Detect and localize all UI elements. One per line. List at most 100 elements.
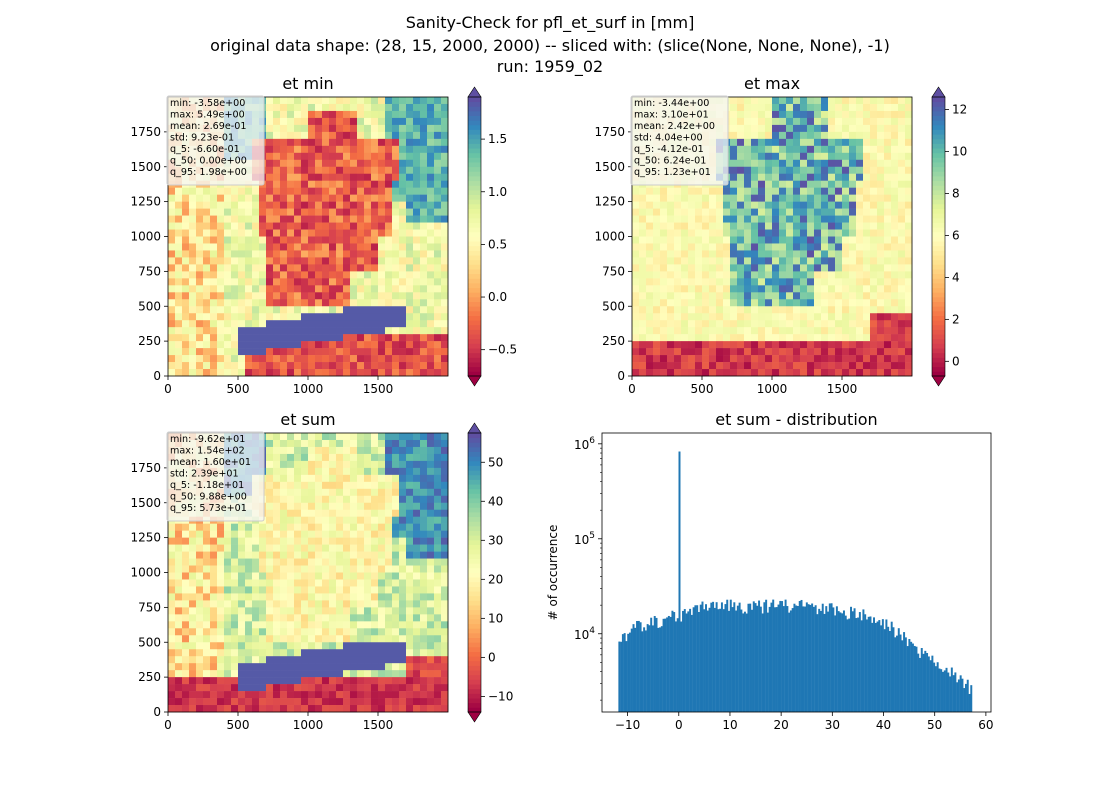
heatmap-cell [301, 509, 309, 517]
heatmap-cell [765, 208, 773, 216]
heatmap-cell [744, 103, 752, 112]
heatmap-cell [350, 460, 358, 469]
heatmap-cell [786, 313, 794, 321]
heatmap-cell [905, 362, 913, 370]
heatmap-cell [371, 306, 379, 314]
heatmap-cell [238, 355, 246, 363]
heatmap-cell [378, 453, 386, 462]
heatmap-cell [427, 341, 435, 349]
heatmap-cell [814, 250, 822, 258]
heatmap-cell [350, 607, 358, 615]
heatmap-cell [413, 292, 421, 300]
heatmap-cell [252, 649, 260, 657]
heatmap-cell [238, 579, 246, 587]
heatmap-cell [336, 516, 344, 524]
heatmap-cell [842, 257, 850, 265]
heatmap-cell [744, 215, 752, 223]
heatmap-cell [898, 145, 906, 154]
colorbar-segment [932, 185, 945, 191]
heatmap-cell [632, 341, 640, 349]
heatmap-cell [744, 110, 752, 119]
heatmap-cell [667, 369, 675, 377]
heatmap-cell [779, 271, 787, 279]
colorbar-extend-max [931, 86, 946, 98]
heatmap-cell [329, 264, 337, 272]
heatmap-cell [378, 663, 386, 671]
heatmap-cell [653, 348, 661, 356]
heatmap-cell [294, 145, 302, 154]
heatmap-cell [245, 614, 253, 622]
heatmap-cell [350, 530, 358, 538]
heatmap-cell [758, 320, 766, 328]
heatmap-cell [322, 551, 330, 559]
heatmap-cell [217, 642, 225, 650]
heatmap-cell [371, 558, 379, 566]
heatmap-cell [259, 593, 267, 601]
heatmap-cell [371, 103, 379, 112]
heatmap-cell [793, 97, 801, 105]
heatmap-cell [308, 271, 316, 279]
heatmap-cell [322, 523, 330, 531]
heatmap-cell [821, 327, 829, 335]
colorbar-segment [468, 273, 481, 279]
heatmap-cell [744, 229, 752, 237]
heatmap-cell [751, 362, 759, 370]
heatmap-cell [702, 278, 710, 286]
heatmap-cell [814, 138, 822, 147]
heatmap-cell [392, 698, 400, 706]
heatmap-cell [350, 355, 358, 363]
heatmap-cell [905, 194, 913, 202]
heatmap-cell [905, 313, 913, 321]
heatmap-cell [744, 348, 752, 356]
heatmap-cell [835, 292, 843, 300]
heatmap-cell [287, 635, 295, 643]
heatmap-cell [441, 201, 449, 209]
heatmap-cell [336, 257, 344, 265]
heatmap-cell [434, 635, 442, 643]
heatmap-cell [413, 474, 421, 483]
heatmap-cell [849, 341, 857, 349]
heatmap-cell [273, 453, 281, 462]
heatmap-cell [434, 348, 442, 356]
heatmap-cell [660, 355, 668, 363]
heatmap-cell [371, 621, 379, 629]
heatmap-cell [905, 229, 913, 237]
heatmap-cell [203, 306, 211, 314]
heatmap-cell [884, 292, 892, 300]
heatmap-cell [814, 166, 822, 175]
heatmap-cell [217, 649, 225, 657]
heatmap-cell [406, 502, 414, 511]
y-tick-label: 0 [617, 369, 625, 383]
colorbar-segment [932, 227, 945, 233]
heatmap-cell [238, 551, 246, 559]
heatmap-cell [730, 292, 738, 300]
heatmap-cell [196, 243, 204, 251]
heatmap-cell [702, 243, 710, 251]
heatmap-cell [639, 215, 647, 223]
heatmap-cell [632, 243, 640, 251]
heatmap-cell [420, 362, 428, 370]
heatmap-cell [259, 257, 267, 265]
heatmap-cell [350, 446, 358, 455]
heatmap-cell [336, 117, 344, 126]
heatmap-cell [280, 166, 288, 175]
heatmap-cell [315, 698, 323, 706]
heatmap-cell [371, 502, 379, 511]
heatmap-cell [266, 362, 274, 370]
heatmap-cell [364, 677, 372, 685]
heatmap-cell [420, 341, 428, 349]
heatmap-cell [350, 593, 358, 601]
heatmap-cell [653, 222, 661, 230]
heatmap-cell [378, 299, 386, 307]
heatmap-cell [413, 369, 421, 377]
heatmap-cell [378, 579, 386, 587]
heatmap-cell [856, 180, 864, 188]
heatmap-cell [849, 159, 857, 168]
heatmap-cell [772, 138, 780, 147]
heatmap-cell [730, 124, 738, 133]
heatmap-cell [245, 271, 253, 279]
heatmap-cell [175, 201, 183, 209]
heatmap-cell [632, 264, 640, 272]
heatmap-cell [336, 572, 344, 580]
heatmap-cell [891, 327, 899, 335]
